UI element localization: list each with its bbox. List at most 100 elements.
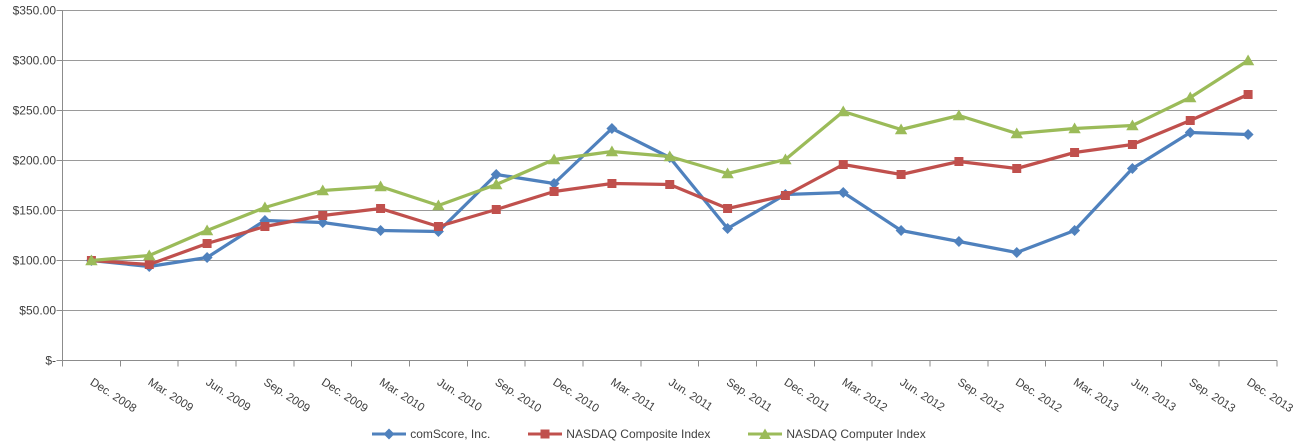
x-tick-label: Jun. 2009 [203,376,252,414]
x-tick-label: Mar. 2013 [1071,376,1120,414]
x-tick-label: Dec. 2009 [319,376,370,415]
series-line [89,92,1250,267]
data-point-diamond [375,225,387,236]
y-tick-label: $- [45,354,56,368]
data-point-diamond [895,225,907,236]
legend-item-comscore: comScore, Inc. [372,427,490,441]
legend-square-icon [528,429,563,439]
data-point-triangle [1184,91,1197,103]
y-tick-label: $300.00 [13,54,57,68]
chart-legend: comScore, Inc. NASDAQ Composite Index NA… [0,423,1298,445]
data-point-diamond [722,223,734,234]
legend-item-nasdaq-composite: NASDAQ Composite Index [528,427,710,441]
x-tick-label: Sep. 2011 [724,376,774,414]
data-point-triangle [721,167,734,179]
x-tick-label: Mar. 2012 [840,376,889,414]
legend-diamond-icon [372,428,407,440]
legend-item-nasdaq-computer: NASDAQ Computer Index [748,427,926,441]
data-point-diamond [606,123,618,134]
x-tick-label: Dec. 2008 [88,376,139,415]
data-point-square [144,260,154,269]
data-point-triangle [952,109,966,121]
legend-label-nasdaq-composite: NASDAQ Composite Index [566,427,711,441]
data-point-diamond [1242,129,1254,140]
data-point-triangle [605,145,619,157]
data-point-square [491,205,501,214]
data-point-square [549,187,559,196]
data-point-triangle [1068,122,1081,134]
data-point-square [780,191,790,200]
data-point-triangle [143,249,156,261]
x-axis-labels: Dec. 2008 Mar. 2009 Jun. 2009 Sep. 2009 Dec.… [88,376,1295,415]
series-comscore-inc [85,123,1254,272]
x-tick-label: Dec. 2011 [782,376,832,414]
data-point-diamond [1069,225,1081,236]
y-tick-label: $250.00 [13,104,57,118]
x-tick-label: Sep. 2010 [493,376,544,415]
legend-label-nasdaq-computer: NASDAQ Computer Index [786,427,926,441]
data-point-square [665,180,675,189]
series-nasdaq-computer-index [85,54,1255,266]
y-tick-label: $200.00 [13,154,57,168]
y-tick-label: $50.00 [19,304,56,318]
data-point-triangle [432,199,445,211]
legend-triangle-icon [748,428,783,439]
x-tick-label: Jun. 2012 [897,376,946,414]
y-tick-label: $350.00 [13,4,57,18]
x-tick-label: Sep. 2009 [261,376,312,415]
data-point-diamond [490,169,502,180]
data-point-square [433,222,443,231]
y-tick-label: $100.00 [13,254,57,268]
x-tick-label: Jun. 2013 [1129,376,1178,414]
data-point-square [260,222,270,231]
axes [56,10,1278,367]
data-point-triangle [374,180,387,192]
data-point-triangle [85,254,98,266]
data-point-triangle [663,150,676,162]
x-tick-label: Sep. 2012 [955,376,1006,415]
data-point-square [838,160,848,169]
data-point-triangle [1010,127,1023,139]
y-axis-labels: $350.00 $300.00 $250.00 $200.00 $150.00 $100.… [13,4,57,368]
data-point-triangle [316,184,329,196]
data-point-triangle [1241,54,1255,66]
data-point-square [954,157,964,166]
data-point-square [1070,148,1080,157]
data-point-square [1127,140,1137,149]
x-tick-label: Dec. 2012 [1013,376,1064,415]
data-point-diamond [1126,163,1138,174]
data-point-diamond [1011,247,1023,258]
data-point-triangle [258,201,272,213]
data-point-square [1185,116,1195,125]
data-point-square [607,179,617,188]
data-point-triangle [779,153,792,165]
data-point-square [723,204,733,213]
data-point-diamond [953,236,965,247]
data-point-square [896,170,906,179]
x-tick-label: Mar. 2009 [146,376,195,414]
data-point-triangle [894,123,908,135]
x-tick-label: Dec. 2013 [1244,376,1295,415]
x-tick-label: Mar. 2011 [608,376,657,413]
data-point-square [376,204,386,213]
series-nasdaq-composite-index [86,90,1253,269]
data-point-diamond [201,252,213,263]
data-point-square [202,239,212,248]
data-point-square [1012,164,1022,173]
data-point-triangle [200,224,214,236]
data-point-square [1243,90,1253,99]
x-tick-label: Jun. 2011 [666,376,714,413]
data-point-triangle [837,105,850,117]
data-point-triangle [490,178,503,190]
data-point-triangle [547,153,561,165]
x-tick-label: Dec. 2010 [550,376,601,415]
data-point-diamond [548,178,560,189]
data-point-diamond [837,187,849,198]
data-point-diamond [1184,127,1196,138]
x-tick-label: Mar. 2010 [377,376,426,414]
y-tick-label: $150.00 [13,204,57,218]
x-tick-label: Jun. 2010 [435,376,484,414]
legend-label-comscore: comScore, Inc. [410,427,491,441]
